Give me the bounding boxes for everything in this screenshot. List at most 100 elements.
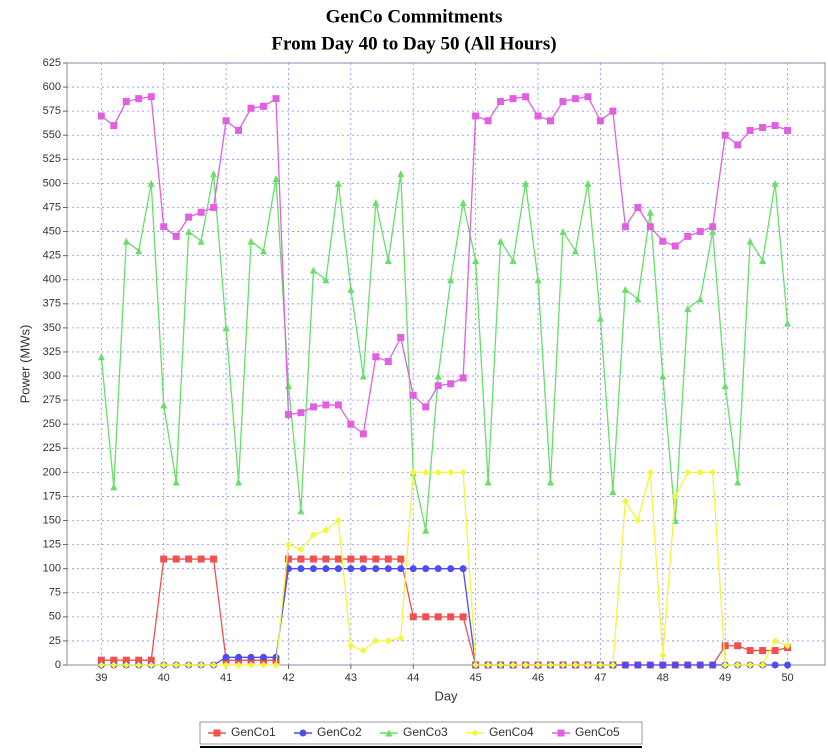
point	[185, 661, 193, 669]
point	[684, 232, 692, 240]
point	[110, 656, 118, 664]
point	[434, 468, 442, 476]
point	[571, 661, 579, 669]
point	[235, 661, 243, 669]
point	[522, 661, 530, 669]
y-tick-label: 525	[43, 153, 61, 165]
x-tick-label: 43	[345, 672, 357, 684]
point	[197, 208, 205, 216]
x-axis-label: Day	[434, 688, 458, 703]
point	[347, 642, 355, 650]
point	[559, 228, 567, 236]
point	[634, 517, 642, 525]
point	[721, 661, 729, 669]
point	[721, 382, 729, 390]
point	[459, 199, 467, 207]
y-tick-label: 50	[49, 611, 61, 623]
point	[272, 653, 280, 661]
point	[609, 107, 617, 115]
point	[784, 642, 792, 650]
point	[696, 468, 704, 476]
point	[609, 661, 617, 669]
point	[721, 131, 729, 139]
point	[110, 122, 118, 130]
plot-area	[66, 62, 826, 666]
point	[334, 555, 342, 563]
point	[684, 305, 692, 313]
point	[646, 208, 654, 216]
point	[409, 391, 417, 399]
point	[546, 661, 554, 669]
y-tick-label: 475	[43, 201, 61, 213]
y-tick-label: 500	[43, 177, 61, 189]
point	[734, 642, 742, 650]
point	[596, 314, 604, 322]
point	[771, 122, 779, 130]
point	[334, 179, 342, 187]
point	[534, 661, 542, 669]
point	[434, 382, 442, 390]
x-tick-label: 47	[594, 672, 606, 684]
point	[571, 247, 579, 255]
point	[546, 478, 554, 486]
point	[484, 661, 492, 669]
y-tick-label: 0	[55, 659, 61, 671]
point	[771, 661, 779, 669]
point	[359, 430, 367, 438]
point	[309, 555, 317, 563]
point	[384, 555, 392, 563]
point	[210, 203, 218, 211]
point	[284, 382, 292, 390]
point	[197, 555, 205, 563]
y-tick-label: 400	[43, 274, 61, 286]
point	[684, 468, 692, 476]
x-tick-label: 49	[719, 672, 731, 684]
point	[247, 237, 255, 245]
point	[284, 555, 292, 563]
point	[609, 488, 617, 496]
point	[746, 647, 754, 655]
point	[509, 256, 517, 264]
y-axis-label: Power (MWs)	[17, 325, 32, 404]
point	[484, 117, 492, 125]
point	[260, 653, 268, 661]
point	[447, 468, 455, 476]
point	[459, 565, 467, 573]
legend-label: GenCo4	[489, 725, 534, 739]
point	[372, 565, 380, 573]
point	[646, 661, 654, 669]
point	[684, 661, 692, 669]
point	[397, 170, 405, 178]
legend-marker	[213, 729, 221, 737]
point	[659, 651, 667, 659]
point	[709, 468, 717, 476]
point	[384, 358, 392, 366]
point	[160, 661, 168, 669]
point	[696, 228, 704, 236]
point	[122, 661, 130, 669]
point	[472, 256, 480, 264]
point	[497, 98, 505, 106]
point	[247, 661, 255, 669]
point	[197, 237, 205, 245]
point	[284, 411, 292, 419]
point	[272, 95, 280, 103]
point	[97, 353, 105, 361]
y-tick-label: 200	[43, 466, 61, 478]
point	[434, 372, 442, 380]
point	[447, 613, 455, 621]
point	[784, 661, 792, 669]
point	[135, 247, 143, 255]
point	[309, 531, 317, 539]
point	[372, 199, 380, 207]
point	[110, 483, 118, 491]
point	[584, 179, 592, 187]
y-tick-label: 300	[43, 370, 61, 382]
legend: GenCo1 GenCo2 GenCo3 GenCo4 GenCo5	[199, 721, 643, 748]
point	[671, 242, 679, 250]
point	[272, 175, 280, 183]
y-tick-label: 100	[43, 563, 61, 575]
point	[297, 555, 305, 563]
point	[309, 403, 317, 411]
